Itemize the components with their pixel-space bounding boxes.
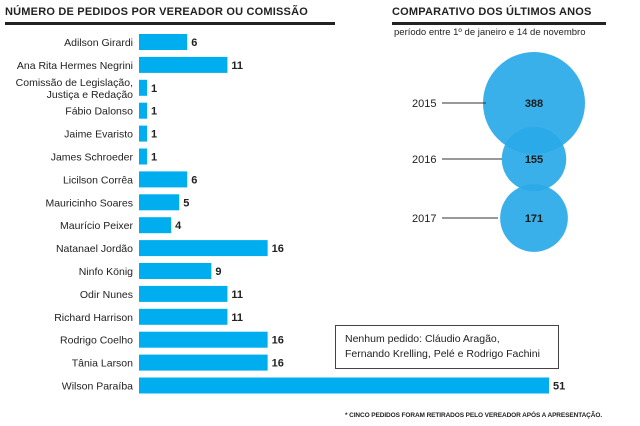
bar bbox=[139, 148, 148, 165]
bar-value-label: 1 bbox=[151, 83, 157, 95]
bubble-value-label: 171 bbox=[525, 213, 543, 225]
category-label: Justiça e Redação bbox=[47, 89, 134, 101]
category-label: Odir Nunes bbox=[80, 289, 133, 301]
bar-value-label: 5 bbox=[183, 197, 189, 209]
bar bbox=[139, 79, 148, 96]
bar-value-label: 16 bbox=[272, 358, 284, 370]
bubble-value-label: 155 bbox=[525, 154, 543, 166]
bubble bbox=[501, 126, 567, 192]
category-label: Rodrigo Coelho bbox=[60, 335, 133, 347]
note-box: Nenhum pedido: Cláudio Aragão, Fernando … bbox=[335, 325, 559, 369]
bar bbox=[139, 354, 268, 371]
bubble-value-label: 388 bbox=[525, 98, 543, 110]
bar-value-label: 6 bbox=[191, 37, 197, 49]
bar-value-label: 6 bbox=[191, 174, 197, 186]
bar-value-label: 11 bbox=[231, 312, 243, 324]
year-label: 2016 bbox=[412, 154, 436, 166]
bubble bbox=[500, 184, 568, 252]
bubble-chart-title: COMPARATIVO DOS ÚLTIMOS ANOS bbox=[392, 6, 592, 18]
bar-chart-title-rule bbox=[5, 22, 335, 25]
note-line-2: Fernando Krelling, Pelé e Rodrigo Fachin… bbox=[345, 348, 540, 360]
category-label: Adilson Girardi bbox=[64, 37, 133, 49]
bar bbox=[139, 34, 188, 50]
bar-value-label: 9 bbox=[215, 266, 221, 278]
bar-value-label: 16 bbox=[272, 243, 284, 255]
bar bbox=[139, 194, 180, 211]
bar bbox=[139, 331, 268, 348]
category-label: Ana Rita Hermes Negrini bbox=[17, 60, 133, 72]
bar bbox=[139, 56, 228, 73]
bar bbox=[139, 217, 172, 234]
year-label: 2017 bbox=[412, 213, 436, 225]
bubble bbox=[483, 52, 585, 154]
bar bbox=[139, 125, 148, 142]
bar-value-label: 16 bbox=[272, 335, 284, 347]
bar bbox=[139, 285, 228, 302]
bar-value-label: 1 bbox=[151, 152, 157, 164]
bar bbox=[139, 308, 228, 325]
bar bbox=[139, 102, 148, 119]
category-label: Ninfo König bbox=[79, 266, 133, 278]
category-label: Fábio Dalonso bbox=[65, 106, 133, 118]
bar-value-label: 4 bbox=[175, 220, 182, 232]
category-label: James Schroeder bbox=[51, 152, 134, 164]
bar-value-label: 51 bbox=[553, 381, 565, 393]
footnote: * CINCO PEDIDOS FORAM RETIRADOS PELO VER… bbox=[345, 412, 603, 419]
category-label: Natanael Jordão bbox=[56, 243, 133, 255]
category-label: Richard Harrison bbox=[54, 312, 133, 324]
note-line-1: Nenhum pedido: Cláudio Aragão, bbox=[345, 333, 500, 345]
bar-value-label: 1 bbox=[151, 106, 157, 118]
year-label: 2015 bbox=[412, 98, 436, 110]
bar bbox=[139, 171, 188, 188]
category-label: Wilson Paraíba bbox=[62, 381, 133, 393]
bar bbox=[139, 240, 268, 257]
bar-value-label: 11 bbox=[231, 289, 243, 301]
bar bbox=[139, 263, 212, 279]
category-label: Tânia Larson bbox=[72, 358, 133, 370]
category-label: Jaime Evaristo bbox=[64, 129, 133, 141]
bar-value-label: 1 bbox=[151, 129, 157, 141]
category-label: Maurício Peixer bbox=[60, 220, 133, 232]
category-label: Comissão de Legislação, bbox=[16, 77, 133, 89]
bar-chart-title: NÚMERO DE PEDIDOS POR VEREADOR OU COMISS… bbox=[5, 6, 308, 18]
category-label: Mauricinho Soares bbox=[45, 197, 133, 209]
bar bbox=[139, 377, 549, 394]
bar-value-label: 11 bbox=[231, 60, 243, 72]
category-label: Licilson Corrêa bbox=[63, 174, 133, 186]
bubble-chart-title-rule bbox=[392, 22, 606, 25]
bubble-chart-subtitle: período entre 1º de janeiro e 14 de nove… bbox=[394, 27, 586, 38]
